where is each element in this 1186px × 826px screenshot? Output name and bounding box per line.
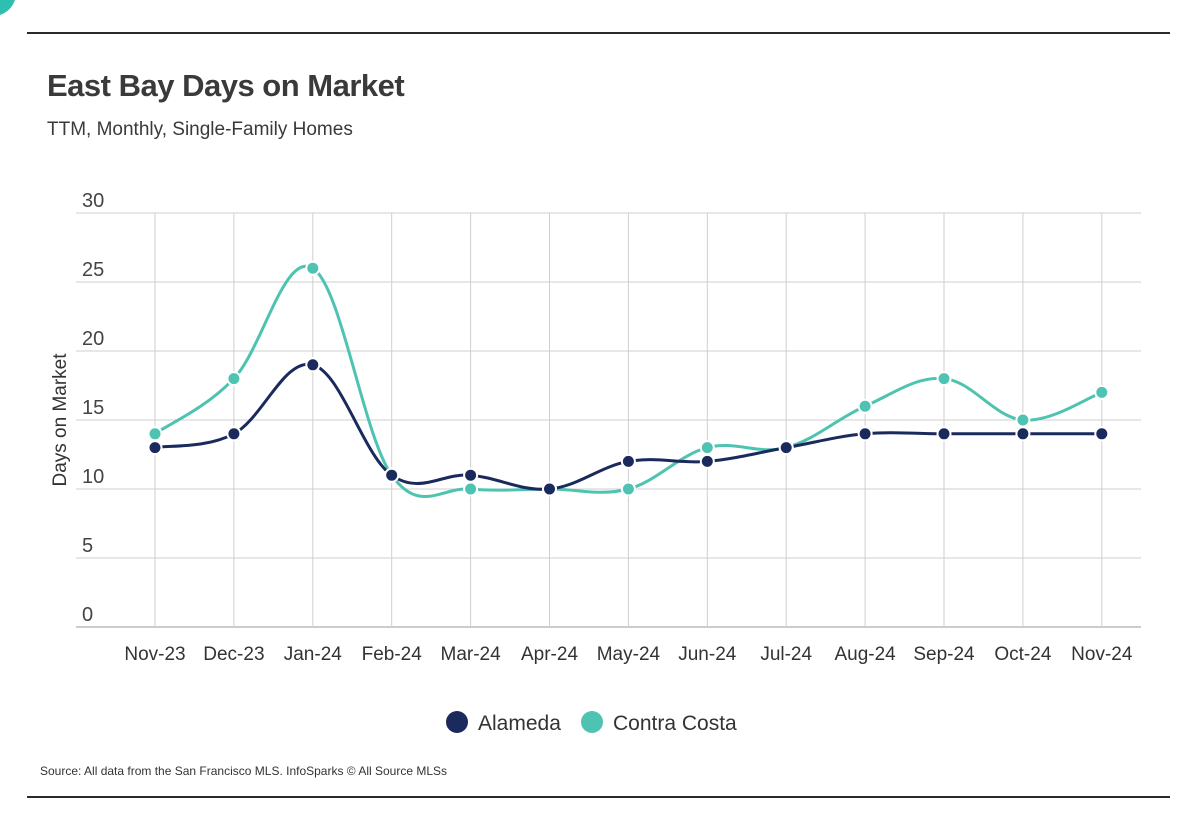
y-tick-label: 30	[82, 190, 104, 212]
bottom-divider	[27, 796, 1170, 798]
y-tick-label: 0	[82, 604, 93, 626]
grid	[76, 212, 1141, 628]
data-point-contra-costa	[620, 481, 636, 497]
y-tick-label: 25	[82, 259, 104, 281]
legend-label: Alameda	[478, 712, 561, 735]
series-line-alameda	[154, 362, 1102, 491]
data-point-alameda	[857, 426, 873, 442]
y-axis-ticks: 0 5 10 15 20 25 30	[82, 190, 104, 626]
x-tick-label: Dec-23	[203, 644, 264, 665]
x-tick-label: Jun-24	[678, 644, 737, 665]
data-point-alameda	[384, 467, 400, 483]
legend-swatch	[581, 711, 603, 733]
data-point-contra-costa	[857, 398, 873, 414]
x-tick-label: May-24	[597, 644, 661, 665]
x-tick-label: Nov-24	[1071, 644, 1133, 665]
top-divider	[27, 32, 1170, 34]
data-point-contra-costa	[699, 440, 715, 456]
x-tick-label: Mar-24	[441, 644, 502, 665]
data-point-alameda	[305, 357, 321, 373]
data-point-contra-costa	[147, 426, 163, 442]
data-point-contra-costa	[226, 371, 242, 387]
data-point-alameda	[1015, 426, 1031, 442]
data-point-alameda	[542, 481, 557, 497]
source-note: Source: All data from the San Francisco …	[40, 764, 448, 778]
data-point-contra-costa	[936, 371, 952, 387]
x-tick-label: Oct-24	[994, 644, 1051, 665]
y-tick-label: 5	[82, 535, 93, 557]
legend-label: Contra Costa	[613, 712, 737, 735]
data-point-alameda	[226, 426, 242, 442]
y-tick-label: 15	[82, 397, 104, 419]
data-point-alameda	[699, 453, 715, 469]
chart-subtitle: TTM, Monthly, Single-Family Homes	[47, 119, 353, 140]
legend-swatch	[446, 711, 468, 733]
data-point-alameda	[936, 426, 952, 442]
data-point-contra-costa	[1094, 384, 1110, 400]
chart-title: East Bay Days on Market	[47, 68, 405, 103]
legend: Alameda Contra Costa	[446, 711, 737, 735]
data-point-alameda	[778, 440, 794, 456]
data-point-contra-costa	[463, 481, 479, 497]
data-point-alameda	[1094, 426, 1110, 442]
x-tick-label: Jan-24	[284, 644, 343, 665]
series-layer	[147, 260, 1110, 498]
data-point-alameda	[620, 453, 636, 469]
y-tick-label: 20	[82, 328, 104, 350]
x-tick-label: Apr-24	[521, 644, 578, 665]
data-point-contra-costa	[305, 260, 321, 276]
data-point-alameda	[463, 467, 479, 483]
x-tick-label: Aug-24	[834, 644, 896, 665]
x-tick-label: Nov-23	[124, 644, 185, 665]
x-tick-label: Feb-24	[362, 644, 423, 665]
y-axis-label: Days on Market	[50, 353, 71, 487]
data-point-alameda	[147, 440, 163, 456]
data-point-contra-costa	[1015, 412, 1031, 428]
x-tick-label: Jul-24	[760, 644, 812, 665]
y-tick-label: 10	[82, 466, 104, 488]
x-tick-label: Sep-24	[913, 644, 975, 665]
x-axis-ticks: Nov-23 Dec-23 Jan-24 Feb-24 Mar-24 Apr-24 May-…	[124, 644, 1132, 665]
